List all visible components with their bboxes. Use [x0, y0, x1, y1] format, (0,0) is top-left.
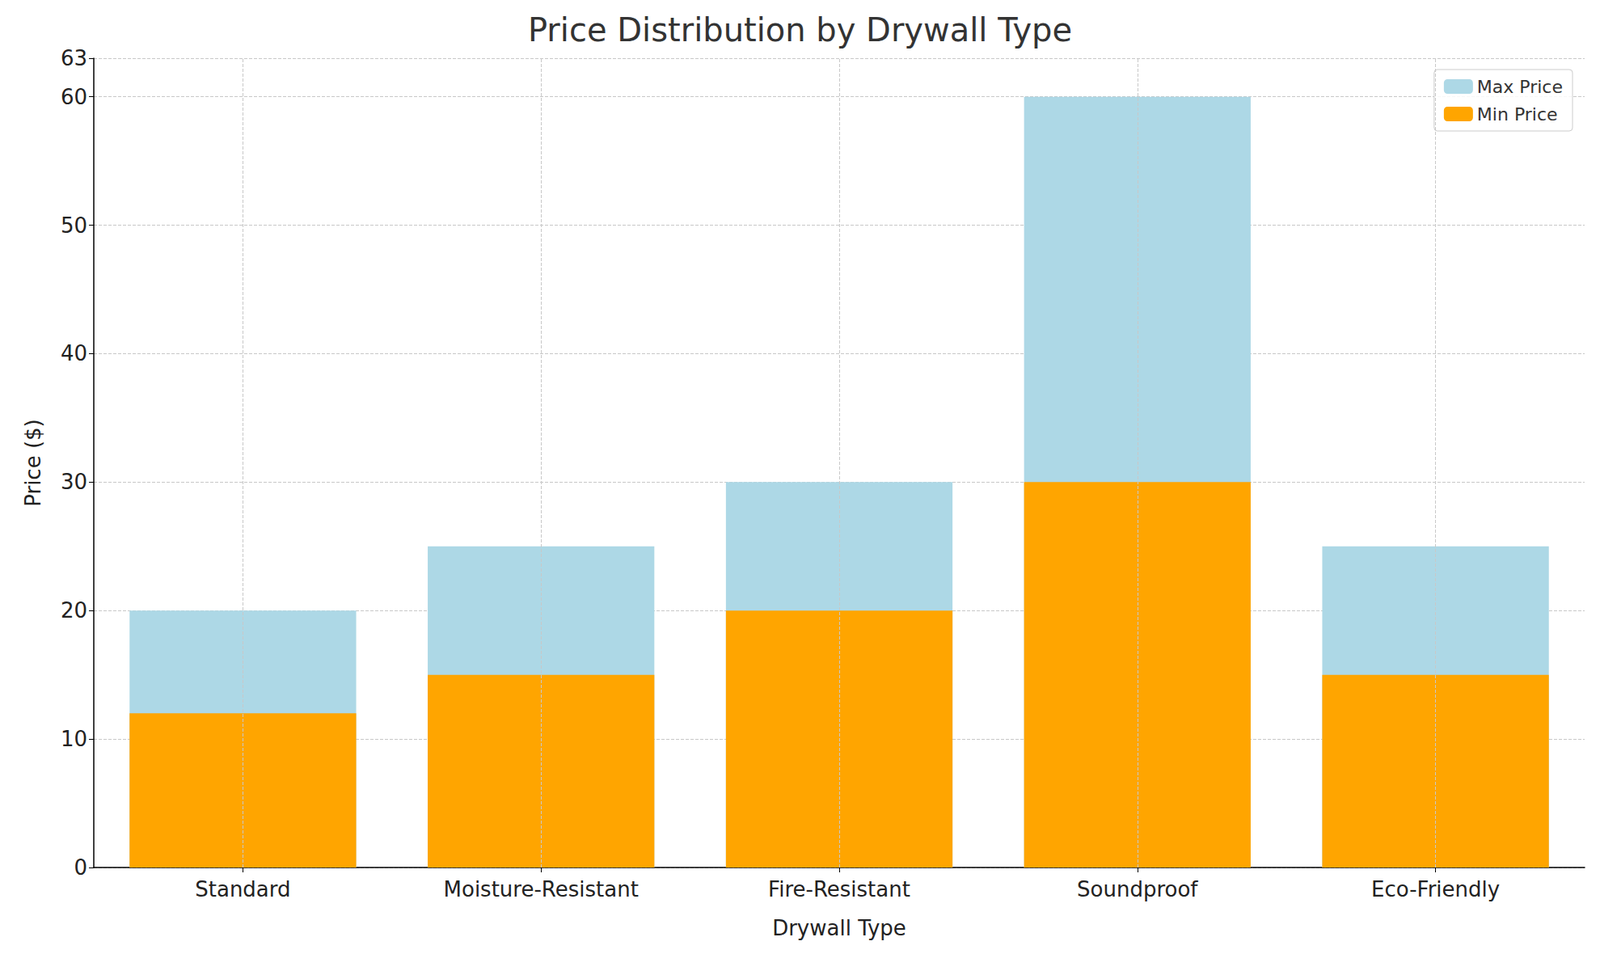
svg-text:Soundproof: Soundproof [1076, 877, 1199, 902]
svg-text:Min Price: Min Price [1477, 104, 1558, 125]
svg-text:Max Price: Max Price [1477, 76, 1563, 98]
svg-text:40: 40 [60, 341, 88, 366]
svg-text:Drywall Type: Drywall Type [772, 916, 907, 941]
svg-text:0: 0 [73, 855, 88, 880]
svg-text:60: 60 [60, 84, 88, 110]
svg-text:50: 50 [60, 213, 88, 238]
svg-text:Standard: Standard [194, 877, 291, 902]
svg-text:Eco-Friendly: Eco-Friendly [1371, 877, 1500, 902]
svg-text:Fire-Resistant: Fire-Resistant [768, 877, 911, 902]
svg-text:30: 30 [60, 469, 88, 494]
svg-text:Price ($): Price ($) [21, 418, 46, 507]
svg-text:63: 63 [60, 46, 88, 71]
svg-text:Moisture-Resistant: Moisture-Resistant [443, 877, 639, 902]
svg-text:Price Distribution by Drywall: Price Distribution by Drywall Type [527, 11, 1073, 49]
svg-text:10: 10 [60, 726, 88, 752]
svg-text:20: 20 [60, 598, 88, 623]
